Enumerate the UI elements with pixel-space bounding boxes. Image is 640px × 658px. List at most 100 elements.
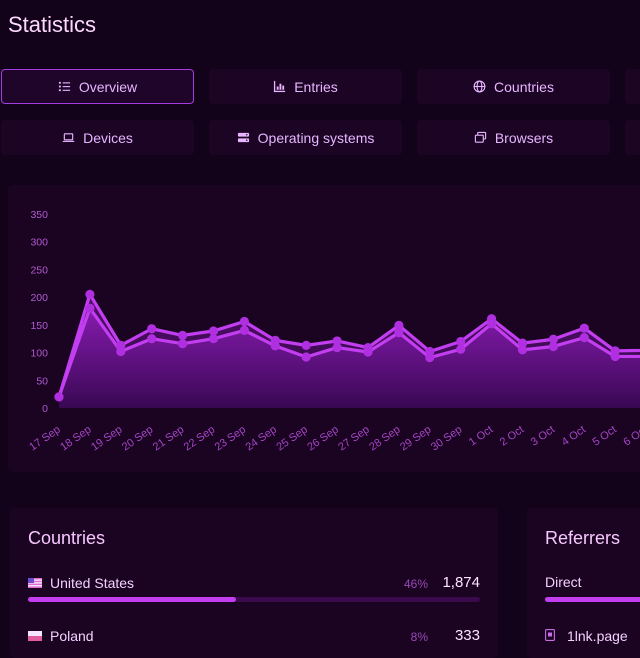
country-name: Poland <box>50 628 94 644</box>
country-value: 333 <box>454 627 480 644</box>
x-tick-label: 23 Sep <box>213 424 248 454</box>
x-tick-label: 21 Sep <box>151 424 186 454</box>
x-tick-label: 6 Oct <box>621 424 640 449</box>
x-tick-label: 4 Oct <box>560 424 588 449</box>
server-icon <box>237 132 249 143</box>
page-icon <box>545 629 555 641</box>
x-tick-label: 20 Sep <box>120 424 155 454</box>
y-tick-label: 100 <box>30 348 48 360</box>
data-point[interactable] <box>178 339 188 349</box>
series-area <box>59 308 640 408</box>
tab-more-2[interactable] <box>625 120 640 155</box>
x-tick-label: 17 Sep <box>27 424 62 454</box>
data-point[interactable] <box>147 334 157 344</box>
x-tick-label: 22 Sep <box>182 424 217 454</box>
tab-label: Overview <box>78 78 138 95</box>
data-point[interactable] <box>579 333 589 343</box>
referrers-title: Referrers <box>545 528 621 548</box>
countries-title: Countries <box>28 528 106 548</box>
data-point[interactable] <box>239 325 249 335</box>
data-point[interactable] <box>394 320 404 331</box>
data-point[interactable] <box>456 336 466 347</box>
x-tick-label: 25 Sep <box>274 424 309 454</box>
data-point[interactable] <box>517 345 528 355</box>
y-tick-label: 0 <box>42 403 48 415</box>
country-row[interactable]: Poland 8% 333 <box>28 627 480 658</box>
tab-more[interactable] <box>625 69 640 104</box>
tab-entries[interactable]: Entries <box>209 69 402 104</box>
visits-chart: 0 50 100 150 200 250 300 350 17 Sep 18 Sep 19 Sep… <box>8 185 640 472</box>
y-tick-label: 350 <box>30 209 48 221</box>
data-point[interactable] <box>147 324 157 334</box>
data-point[interactable] <box>208 334 219 344</box>
data-point[interactable] <box>85 303 95 313</box>
data-point[interactable] <box>610 351 620 362</box>
country-name: United States <box>50 575 135 591</box>
x-tick-label: 3 Oct <box>529 424 557 449</box>
data-point[interactable] <box>548 341 559 352</box>
data-point[interactable] <box>85 289 95 299</box>
page-title: Statistics <box>8 12 97 37</box>
referrer-bar-fill <box>545 597 640 602</box>
x-tick-label: 26 Sep <box>305 424 340 454</box>
data-point[interactable] <box>517 338 528 348</box>
tab-devices[interactable]: Devices <box>1 120 194 155</box>
data-point[interactable] <box>579 323 589 333</box>
x-tick-label: 5 Oct <box>590 424 618 449</box>
referrer-bar-track <box>545 597 640 602</box>
data-point[interactable] <box>116 346 126 357</box>
data-point[interactable] <box>178 330 188 340</box>
tab-browsers[interactable]: Browsers <box>417 120 610 155</box>
referrer-name: Direct <box>545 574 582 590</box>
x-tick-label: 1 Oct <box>467 424 495 449</box>
data-point[interactable] <box>208 326 219 336</box>
data-point[interactable] <box>332 336 342 346</box>
globe-icon <box>473 80 486 93</box>
tab-countries[interactable]: Countries <box>417 69 610 104</box>
tab-label: Devices <box>83 129 133 146</box>
stats-tabs: Overview Entries Countries Devices Opera… <box>0 68 640 160</box>
data-point[interactable] <box>456 344 466 354</box>
data-point[interactable] <box>270 341 280 351</box>
data-point[interactable] <box>301 340 311 350</box>
tab-operating-systems[interactable]: Operating systems <box>209 120 402 155</box>
x-tick-label: 24 Sep <box>244 424 279 454</box>
list-icon <box>58 81 70 92</box>
data-point[interactable] <box>301 352 311 362</box>
y-tick-label: 50 <box>36 375 48 387</box>
data-point[interactable] <box>54 392 64 402</box>
tab-label: Browsers <box>494 129 554 146</box>
tab-label: Entries <box>294 78 338 95</box>
x-tick-label: 30 Sep <box>429 424 464 454</box>
referrer-row[interactable]: Direct <box>545 574 640 608</box>
referrer-row[interactable]: 1lnk.page <box>545 628 640 658</box>
data-point[interactable] <box>425 352 435 363</box>
data-point[interactable] <box>363 347 373 357</box>
us-flag-icon <box>28 578 42 588</box>
data-point[interactable] <box>487 319 497 329</box>
country-percent: 8% <box>410 630 428 644</box>
tab-overview[interactable]: Overview <box>1 69 194 104</box>
data-point[interactable] <box>332 342 342 353</box>
y-tick-label: 150 <box>30 320 48 332</box>
y-tick-label: 200 <box>30 292 48 304</box>
tab-label: Operating systems <box>257 129 375 146</box>
country-row[interactable]: United States 46% 1,874 <box>28 574 480 609</box>
data-point[interactable] <box>548 334 559 344</box>
country-bar-track <box>28 597 480 602</box>
x-tick-label: 19 Sep <box>89 424 124 454</box>
data-point[interactable] <box>394 328 404 338</box>
x-tick-label: 2 Oct <box>498 424 526 449</box>
x-tick-label: 27 Sep <box>336 424 371 454</box>
x-tick-label: 28 Sep <box>367 424 402 454</box>
data-point[interactable] <box>239 316 249 327</box>
laptop-icon <box>62 133 75 142</box>
bar-chart-icon <box>274 80 286 93</box>
countries-card: Countries United States 46% 1,874 Poland… <box>10 508 498 658</box>
country-percent: 46% <box>403 577 428 591</box>
y-tick-label: 250 <box>30 264 48 276</box>
x-tick-label: 29 Sep <box>398 424 433 454</box>
country-value: 1,874 <box>442 574 480 591</box>
windows-icon <box>474 131 486 143</box>
